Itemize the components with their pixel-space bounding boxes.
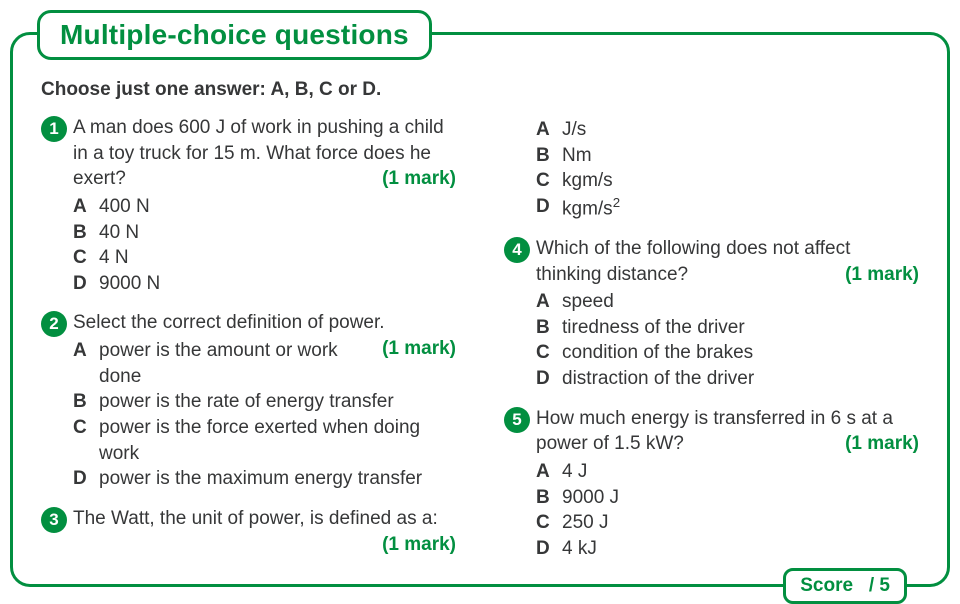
option-c[interactable]: Ckgm/s [536, 168, 919, 194]
option-letter: D [73, 271, 99, 297]
options: Aspeed Btiredness of the driver Cconditi… [536, 289, 919, 392]
option-b[interactable]: BNm [536, 143, 919, 169]
option-b[interactable]: Bpower is the rate of energy transfer [73, 389, 456, 415]
question-stem: A man does 600 J of work in pushing a ch… [73, 117, 444, 189]
option-text: kgm/s [562, 168, 613, 194]
mark-label: (1 mark) [382, 532, 456, 558]
question-stem: Select the correct definition of power. [73, 312, 385, 333]
option-text: J/s [562, 117, 586, 143]
option-letter: B [73, 389, 99, 415]
option-c[interactable]: Ccondition of the brakes [536, 340, 919, 366]
option-text: 400 N [99, 194, 150, 220]
option-letter: C [73, 415, 99, 466]
option-letter: B [73, 220, 99, 246]
option-text: tiredness of the driver [562, 315, 745, 341]
option-text: 9000 J [562, 485, 619, 511]
option-a[interactable]: Apower is the amount or work done [73, 338, 372, 389]
options: A4 J B9000 J C250 J D4 kJ [536, 459, 919, 562]
question-panel: Multiple-choice questions Choose just on… [10, 32, 950, 587]
score-label: Score [800, 575, 853, 596]
question-number-badge: 5 [504, 407, 530, 433]
option-letter: A [73, 194, 99, 220]
option-letter: D [536, 536, 562, 562]
mark-label: (1 mark) [382, 336, 456, 362]
question-2: 2 Select the correct definition of power… [41, 310, 456, 491]
option-letter: B [536, 315, 562, 341]
question-3-options: AJ/s BNm Ckgm/s Dkgm/s2 [536, 117, 919, 222]
option-letter: A [73, 338, 99, 389]
option-d[interactable]: D4 kJ [536, 536, 919, 562]
option-text: 4 J [562, 459, 587, 485]
option-letter: C [536, 168, 562, 194]
question-stem: Which of the following does not affect t… [536, 238, 850, 285]
score-box: Score / 5 [783, 568, 907, 604]
instruction-text: Choose just one answer: A, B, C or D. [41, 79, 919, 101]
option-text: condition of the brakes [562, 340, 753, 366]
option-c[interactable]: C250 J [536, 510, 919, 536]
option-c[interactable]: C4 N [73, 245, 456, 271]
column-right: AJ/s BNm Ckgm/s Dkgm/s2 4 Which of the f… [504, 115, 919, 562]
option-letter: A [536, 289, 562, 315]
question-4: 4 Which of the following does not affect… [504, 236, 919, 392]
option-a[interactable]: AJ/s [536, 117, 919, 143]
option-text: power is the force exerted when doing wo… [99, 415, 456, 466]
option-d[interactable]: Dpower is the maximum energy transfer [73, 466, 456, 492]
option-text: 4 N [99, 245, 129, 271]
option-text: Nm [562, 143, 592, 169]
option-text: 9000 N [99, 271, 160, 297]
mark-label: (1 mark) [845, 431, 919, 457]
question-stem: The Watt, the unit of power, is defined … [73, 508, 438, 529]
question-text: Select the correct definition of power. … [73, 310, 456, 336]
option-text: kgm/s2 [562, 194, 620, 222]
question-text: The Watt, the unit of power, is defined … [73, 506, 456, 532]
option-letter: A [536, 459, 562, 485]
option-text: 40 N [99, 220, 139, 246]
option-text: distraction of the driver [562, 366, 754, 392]
option-letter: C [536, 340, 562, 366]
option-letter: D [536, 194, 562, 222]
option-b[interactable]: B9000 J [536, 485, 919, 511]
options: A400 N B40 N C4 N D9000 N [73, 194, 456, 297]
question-number-badge: 1 [41, 116, 67, 142]
option-text: power is the rate of energy transfer [99, 389, 394, 415]
option-d[interactable]: Ddistraction of the driver [536, 366, 919, 392]
option-a[interactable]: A400 N [73, 194, 456, 220]
option-text: power is the amount or work done [99, 338, 372, 389]
option-letter: B [536, 143, 562, 169]
option-a[interactable]: Aspeed [536, 289, 919, 315]
option-text: power is the maximum energy transfer [99, 466, 422, 492]
question-3: 3 The Watt, the unit of power, is define… [41, 506, 456, 557]
question-number-badge: 2 [41, 311, 67, 337]
option-letter: C [73, 245, 99, 271]
option-d[interactable]: D9000 N [73, 271, 456, 297]
option-a[interactable]: A4 J [536, 459, 919, 485]
question-number-badge: 4 [504, 237, 530, 263]
score-out-of: / 5 [869, 575, 890, 596]
option-letter: D [73, 466, 99, 492]
option-letter: B [536, 485, 562, 511]
option-letter: D [536, 366, 562, 392]
question-text: Which of the following does not affect t… [536, 236, 919, 287]
mark-label: (1 mark) [845, 262, 919, 288]
question-stem: How much energy is transferred in 6 s at… [536, 408, 893, 455]
option-b[interactable]: Btiredness of the driver [536, 315, 919, 341]
option-c[interactable]: Cpower is the force exerted when doing w… [73, 415, 456, 466]
option-text: 250 J [562, 510, 608, 536]
question-text: A man does 600 J of work in pushing a ch… [73, 115, 456, 192]
question-number-badge: 3 [41, 507, 67, 533]
columns: 1 A man does 600 J of work in pushing a … [41, 115, 919, 562]
question-1: 1 A man does 600 J of work in pushing a … [41, 115, 456, 296]
option-text: 4 kJ [562, 536, 597, 562]
option-letter: C [536, 510, 562, 536]
mark-label: (1 mark) [382, 166, 456, 192]
column-left: 1 A man does 600 J of work in pushing a … [41, 115, 456, 562]
option-letter: A [536, 117, 562, 143]
panel-title: Multiple-choice questions [37, 10, 432, 60]
option-text: speed [562, 289, 614, 315]
option-d[interactable]: Dkgm/s2 [536, 194, 919, 222]
question-5: 5 How much energy is transferred in 6 s … [504, 406, 919, 562]
option-b[interactable]: B40 N [73, 220, 456, 246]
question-text: How much energy is transferred in 6 s at… [536, 406, 919, 457]
